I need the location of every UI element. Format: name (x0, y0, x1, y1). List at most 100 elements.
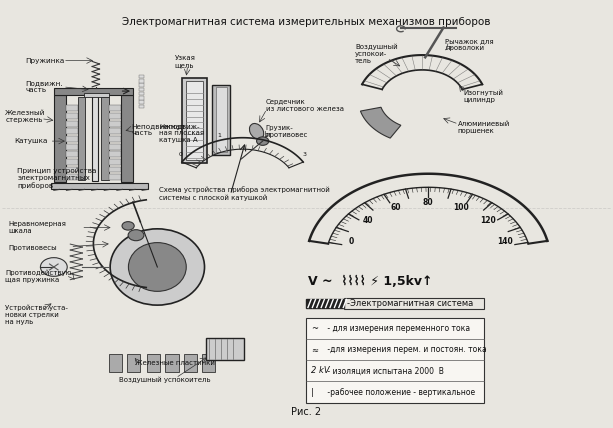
Bar (166, 354, 178, 372)
Text: V ~  ⌇⌇⌇⌇ ⚡ 1,5kv↑: V ~ ⌇⌇⌇⌇ ⚡ 1,5kv↑ (308, 275, 432, 288)
Text: Алюминиевый
поршенек: Алюминиевый поршенек (457, 121, 510, 134)
Text: Узкая
щель: Узкая щель (174, 55, 196, 68)
Text: -для измерения перем. и постоян. тока: -для измерения перем. и постоян. тока (325, 345, 487, 354)
Bar (66, 113, 78, 119)
Text: -Электромагнитная система: -Электромагнитная система (348, 299, 473, 308)
Bar (139, 88, 144, 91)
Bar (139, 79, 144, 83)
Text: Изогнутый
цилиндр: Изогнутый цилиндр (463, 89, 503, 103)
Text: Неравномерная
шкала: Неравномерная шкала (8, 221, 66, 234)
Text: 60: 60 (390, 202, 400, 211)
Ellipse shape (128, 243, 186, 291)
Circle shape (122, 222, 134, 230)
Bar (54, 95, 66, 182)
Bar (127, 354, 140, 372)
Bar (109, 144, 121, 149)
Text: 2: 2 (264, 133, 268, 138)
Text: 2 kV: 2 kV (311, 366, 330, 375)
Bar (306, 299, 345, 308)
Bar (109, 128, 121, 134)
Bar (139, 75, 144, 78)
Bar (206, 338, 244, 360)
Bar (101, 98, 109, 180)
Text: - изоляция испытана 2000  В: - изоляция испытана 2000 В (325, 366, 444, 375)
Text: Рис. 2: Рис. 2 (291, 407, 322, 416)
Bar (109, 166, 121, 172)
Text: Схема устройства прибора электромагнитной
системы с плоской катушкой: Схема устройства прибора электромагнитно… (159, 187, 330, 201)
Bar (66, 159, 78, 165)
Bar (216, 87, 227, 152)
Bar (109, 121, 121, 127)
Text: ≈: ≈ (311, 345, 318, 354)
Text: -рабочее положение - вертикальное: -рабочее положение - вертикальное (325, 387, 475, 396)
Text: Неподвиж-
ная плоская
катушка А: Неподвиж- ная плоская катушка А (159, 123, 204, 143)
Bar (139, 101, 144, 104)
Bar (345, 298, 484, 309)
Bar (66, 121, 78, 127)
Text: 3: 3 (302, 152, 306, 157)
Bar (66, 174, 78, 180)
Text: Воздушный
успокои-
тель: Воздушный успокои- тель (355, 44, 398, 64)
Bar (91, 96, 97, 181)
Text: 100: 100 (454, 202, 469, 211)
Bar (306, 318, 484, 403)
Bar (66, 144, 78, 149)
Text: 0: 0 (349, 237, 354, 246)
Text: Пружинка: Пружинка (25, 58, 64, 64)
Circle shape (40, 258, 67, 276)
Text: Принцип устройства
электромагнитных
приборов: Принцип устройства электромагнитных приб… (17, 167, 97, 189)
Text: - для измерения переменного тока: - для измерения переменного тока (325, 324, 470, 333)
Text: Воздушный успокоитель: Воздушный успокоитель (119, 377, 211, 383)
Text: Устройство уста-
новки стрелки
на нуль: Устройство уста- новки стрелки на нуль (5, 305, 68, 325)
Text: 140: 140 (497, 237, 513, 246)
Ellipse shape (249, 124, 264, 139)
Bar (109, 174, 121, 180)
Circle shape (257, 137, 268, 146)
Bar (139, 96, 144, 100)
Bar (66, 151, 78, 157)
Bar (84, 93, 109, 98)
Bar (109, 159, 121, 165)
Bar (78, 98, 85, 180)
Circle shape (128, 230, 144, 241)
Text: 40: 40 (363, 216, 373, 225)
Bar (139, 105, 144, 108)
Bar (54, 88, 133, 95)
Text: Железные пластинки: Железные пластинки (135, 360, 215, 366)
Bar (109, 105, 121, 111)
Ellipse shape (110, 229, 205, 305)
Text: ~: ~ (311, 324, 318, 333)
Text: Электромагнитная система измерительных механизмов приборов: Электромагнитная система измерительных м… (122, 17, 491, 27)
Text: |: | (311, 387, 314, 396)
Bar (121, 95, 133, 182)
Text: Сердечник
из листового железа: Сердечник из листового железа (265, 99, 344, 113)
Bar (147, 354, 161, 372)
Bar (183, 354, 197, 372)
Bar (109, 113, 121, 119)
Text: Рычажок для
проволоки: Рычажок для проволоки (445, 38, 494, 51)
Text: 80: 80 (423, 198, 433, 207)
Text: 120: 120 (481, 216, 497, 225)
Bar (109, 136, 121, 142)
Bar (139, 83, 144, 87)
Text: Катушка: Катушка (14, 138, 48, 144)
Polygon shape (360, 107, 401, 138)
Text: Железный
стержень: Железный стержень (5, 110, 45, 123)
Text: 1: 1 (217, 133, 221, 138)
Text: Противовесы: Противовесы (8, 245, 57, 251)
Bar (66, 105, 78, 111)
Bar (202, 354, 215, 372)
Bar (109, 354, 122, 372)
Bar (66, 136, 78, 142)
Text: Неподвижная
часть: Неподвижная часть (131, 123, 185, 136)
Text: 0: 0 (179, 152, 183, 157)
Text: Грузик-
противовес: Грузик- противовес (265, 125, 308, 138)
Bar (66, 166, 78, 172)
Bar (139, 92, 144, 95)
Bar (66, 128, 78, 134)
Bar (186, 81, 203, 160)
Bar (109, 151, 121, 157)
Bar (212, 85, 230, 155)
Bar (181, 78, 207, 163)
Text: Подвижн.
часть: Подвижн. часть (25, 80, 63, 93)
